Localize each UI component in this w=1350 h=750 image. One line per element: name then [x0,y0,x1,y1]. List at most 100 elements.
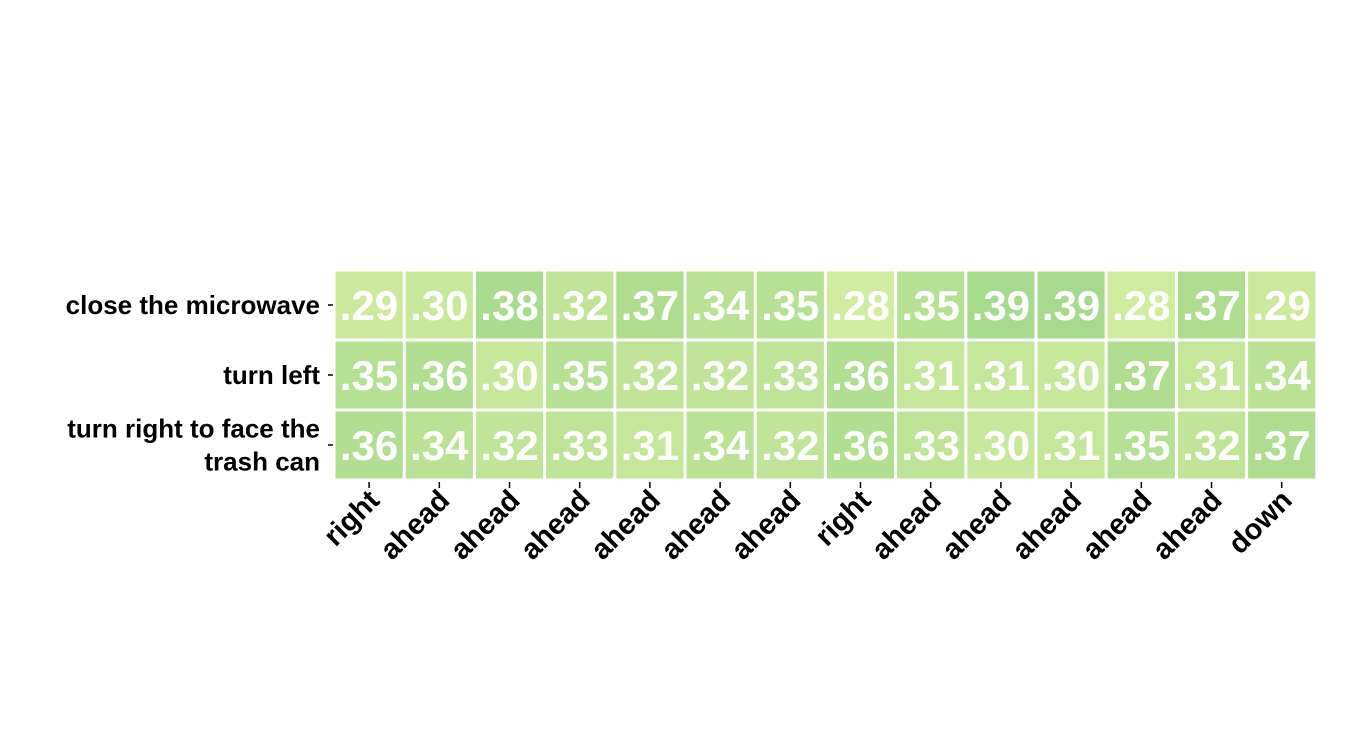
heatmap-cell [756,411,824,479]
cell-value-label: .32 [691,352,749,399]
cell-value-label: .37 [1182,282,1240,329]
cell-value-label: .37 [621,282,679,329]
cell-value-label: .31 [902,352,960,399]
heatmap-cell [1177,271,1246,339]
x-tick-label: ahead [1147,484,1229,566]
heatmap-cell [1177,411,1246,479]
cell-value-label: .30 [972,422,1030,469]
heatmap-cell [826,271,895,339]
cell-value-label: .31 [972,352,1030,399]
heatmap-cell [1037,271,1105,339]
heatmap-cell [897,341,965,409]
cell-value-label: .32 [1182,422,1240,469]
heatmap-cell [475,411,544,479]
heatmap-cell [1248,271,1316,339]
cell-value-label: .32 [621,352,679,399]
cell-value-label: .34 [410,422,469,469]
cell-value-label: .36 [831,422,889,469]
heatmap-cell [546,341,614,409]
cell-value-label: .30 [1042,352,1100,399]
heatmap-cell [826,341,895,409]
x-tick-label: ahead [936,484,1018,566]
heatmap-cell [1177,341,1246,409]
cell-value-label: .34 [691,282,750,329]
heatmap-cell [1107,341,1175,409]
heatmap-cell [1248,341,1316,409]
cell-value-label: .36 [410,352,468,399]
x-tick-label: ahead [515,484,597,566]
heatmap-cell [967,341,1035,409]
cell-value-label: .32 [551,282,609,329]
heatmap-cell [1037,411,1105,479]
cell-value-label: .28 [831,282,889,329]
cell-value-label: .36 [340,422,398,469]
heatmap-cells: .29.30.38.32.37.34.35.28.35.39.39.28.37.… [335,271,1316,479]
cell-value-label: .35 [1112,422,1170,469]
heatmap-cell [1037,341,1105,409]
heatmap-cell [686,411,754,479]
cell-value-label: .31 [1042,422,1100,469]
cell-value-label: .32 [761,422,819,469]
heatmap-cell [1248,411,1316,479]
heatmap-cell [826,411,895,479]
y-tick-label: turn right to face the trash can [67,414,320,477]
heatmap-cell [967,411,1035,479]
heatmap-cell [335,411,403,479]
x-tick-label: ahead [866,484,948,566]
x-tick-label: ahead [725,484,807,566]
cell-value-label: .34 [691,422,750,469]
cell-value-label: .28 [1112,282,1170,329]
heatmap-cell [756,341,824,409]
heatmap-cell [616,271,684,339]
heatmap-cell [897,411,965,479]
cell-value-label: .35 [902,282,960,329]
heatmap-cell [967,271,1035,339]
heatmap-cell [475,341,544,409]
x-tick-label: ahead [655,484,737,566]
heatmap-cell [686,341,754,409]
cell-value-label: .37 [1253,422,1311,469]
cell-value-label: .30 [410,282,468,329]
cell-value-label: .31 [1182,352,1240,399]
cell-value-label: .29 [1253,282,1311,329]
heatmap-cell [475,271,544,339]
y-tick-label: turn left [223,360,320,390]
heatmap-cell [756,271,824,339]
cell-value-label: .39 [1042,282,1100,329]
x-tick-label: down [1222,484,1298,560]
heatmap-cell [335,271,403,339]
x-tick-label: ahead [1006,484,1088,566]
cell-value-label: .39 [972,282,1030,329]
y-axis: close the microwave turn left turn right t… [66,290,333,477]
cell-value-label: .33 [902,422,960,469]
heatmap-cell [546,271,614,339]
x-tick-label: ahead [1076,484,1158,566]
cell-value-label: .36 [831,352,889,399]
cell-value-label: .31 [621,422,679,469]
x-tick-label: ahead [374,484,456,566]
heatmap-cell [616,411,684,479]
heatmap-cell [686,271,754,339]
cell-value-label: .38 [480,282,538,329]
heatmap-cell [1107,411,1175,479]
cell-value-label: .33 [761,352,819,399]
cell-value-label: .35 [551,352,609,399]
cell-value-label: .35 [761,282,819,329]
cell-value-label: .34 [1253,352,1312,399]
x-tick-label: ahead [445,484,527,566]
x-tick-label: ahead [585,484,667,566]
cell-value-label: .29 [340,282,398,329]
cell-value-label: .32 [480,422,538,469]
heatmap-cell [897,271,965,339]
heatmap-cell [405,271,473,339]
cell-value-label: .35 [340,352,398,399]
cell-value-label: .33 [551,422,609,469]
heatmap-cell [405,341,473,409]
heatmap-cell [1107,271,1175,339]
heatmap-cell [405,411,473,479]
cell-value-label: .37 [1112,352,1170,399]
heatmap-cell [546,411,614,479]
cell-value-label: .30 [480,352,538,399]
